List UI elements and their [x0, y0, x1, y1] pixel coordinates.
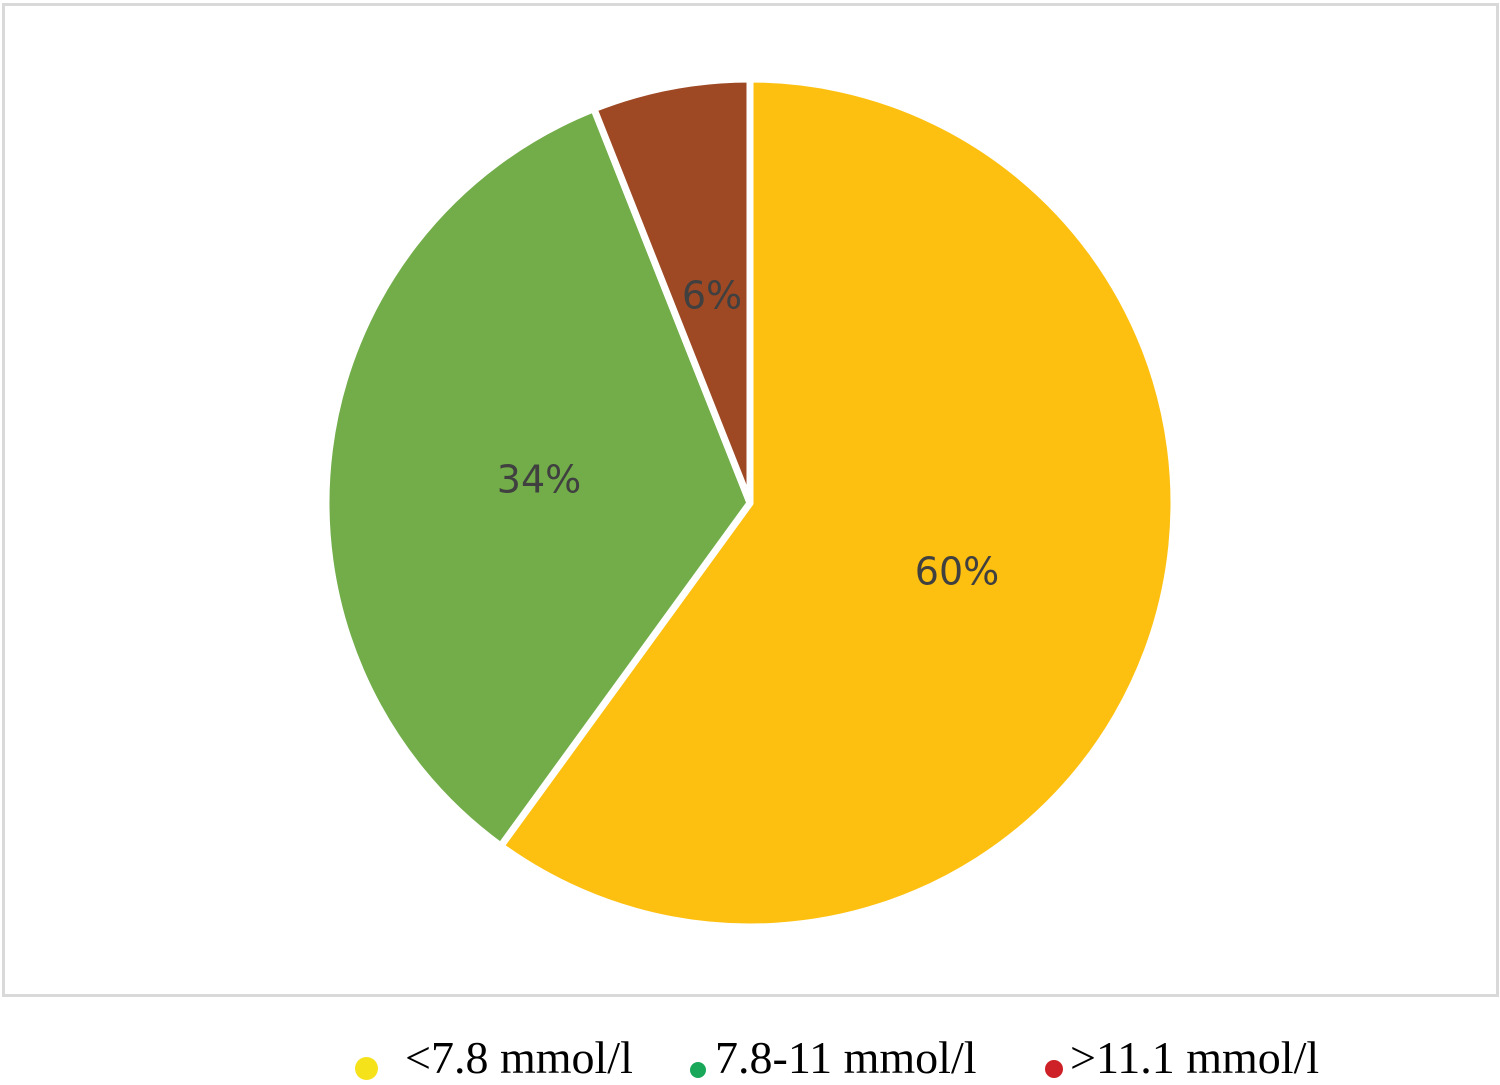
slice-label-2: 6%: [682, 274, 742, 318]
legend: <7.8 mmol/l 7.8-11 mmol/l >11.1 mmol/l: [350, 1030, 1500, 1085]
pie-slice-2: [590, 75, 754, 507]
pie-chart: 60% 34% 6%: [322, 75, 1178, 931]
legend-label-2: >11.1 mmol/l: [1070, 1032, 1320, 1083]
pie-slice-0: [497, 75, 1178, 931]
pie-slice-1: [322, 105, 754, 850]
slice-label-0: 60%: [915, 550, 999, 594]
chart-frame: 60% 34% 6%: [2, 3, 1499, 997]
legend-swatch-1: [690, 1062, 706, 1078]
legend-label-0: <7.8 mmol/l: [405, 1032, 633, 1083]
legend-label-1: 7.8-11 mmol/l: [715, 1032, 977, 1083]
legend-swatch-2: [1045, 1060, 1063, 1078]
legend-swatch-0: [355, 1057, 378, 1080]
slice-label-1: 34%: [497, 458, 581, 502]
